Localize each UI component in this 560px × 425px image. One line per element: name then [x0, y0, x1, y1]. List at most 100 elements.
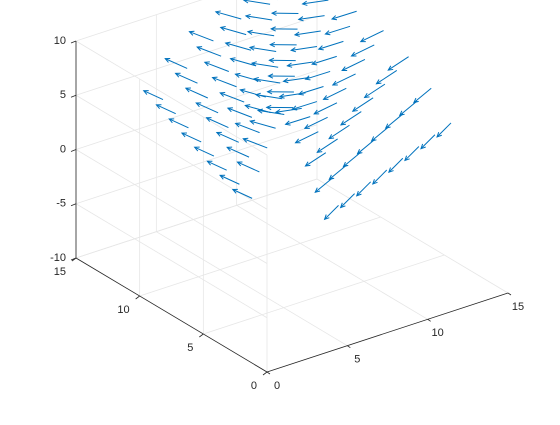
x-axis-line: [267, 293, 508, 372]
quiver-arrow-74: [376, 70, 396, 83]
x-tick-label-5: 5: [354, 354, 360, 366]
quiver-arrow-87: [361, 31, 384, 42]
quiver-arrow-42: [269, 58, 295, 62]
quiver-arrow-85: [414, 88, 431, 102]
y-tick-label-0: 0: [251, 380, 257, 392]
quiver-arrow-35: [207, 161, 226, 170]
quiver-arrow-24: [357, 182, 371, 196]
x-tick-15: [508, 293, 511, 295]
quiver-arrow-92: [216, 11, 241, 19]
quiver-arrow-43: [252, 62, 278, 68]
quiver-arrow-30: [268, 74, 294, 78]
quiver-arrow-8: [250, 120, 275, 128]
quiver-arrow-13: [329, 165, 346, 179]
quiver-arrow-63: [342, 59, 365, 70]
quiver-arrow-44: [235, 73, 260, 81]
floor-grid-x-15: [317, 179, 508, 293]
quiver-arrow-82: [176, 73, 198, 83]
backwall-grid-z--10: [76, 179, 317, 258]
x-tick-5: [347, 346, 350, 348]
quiver-arrow-80: [221, 27, 246, 35]
quiver-arrow-91: [244, 0, 270, 4]
quiver-arrow-51: [333, 74, 356, 85]
quiver-arrow-45: [220, 92, 244, 102]
quiver-arrow-83: [156, 105, 175, 114]
quiver-arrow-41: [287, 62, 313, 67]
quiver-arrow-0: [325, 205, 339, 219]
quiver-arrow-27: [314, 103, 337, 114]
quiver-arrow-25: [343, 152, 360, 166]
y-tick-label-5: 5: [187, 342, 193, 354]
quiver-arrow-38: [341, 112, 361, 125]
y-tick-label-15: 15: [54, 266, 66, 278]
quiver-arrow-70: [186, 88, 208, 98]
quiver-arrow-95: [144, 91, 163, 100]
quiver-arrow-89: [303, 0, 329, 5]
quiver-arrow-57: [213, 77, 237, 87]
quiver-arrow-15: [305, 117, 328, 128]
quiver-arrow-75: [351, 45, 374, 56]
quiver-arrow-88: [332, 11, 357, 19]
x-tick-label-10: 10: [432, 327, 444, 339]
quiver-arrow-73: [400, 101, 417, 115]
quiver-arrow-46: [207, 118, 229, 128]
quiver-arrow-72: [421, 135, 435, 149]
z-tick-label--5: -5: [56, 198, 66, 210]
quiver-arrow-54: [270, 42, 296, 46]
quiver-arrow-32: [240, 89, 265, 97]
quiver-arrow-3: [296, 132, 319, 143]
z-tick-0: [71, 150, 76, 152]
quiver-arrow-52: [312, 56, 337, 64]
quiver-arrow-66: [271, 27, 297, 31]
quiver-arrow-2: [305, 153, 325, 166]
quiver-arrow-59: [182, 133, 201, 142]
quiver-arrow-33: [228, 108, 252, 118]
backwall-grid-z-5: [76, 16, 317, 95]
z-tick-5: [71, 95, 76, 97]
z-tick-label-5: 5: [60, 89, 66, 101]
quiver-arrow-47: [195, 147, 214, 156]
quiver-arrow-84: [437, 123, 451, 137]
quiver-arrow-71: [169, 119, 188, 128]
quiver-arrow-50: [353, 98, 373, 111]
quiver-arrow-53: [291, 47, 317, 52]
quiver-arrow-4: [286, 117, 311, 125]
floor-grid-y-10: [140, 217, 381, 296]
quiver-arrow-34: [217, 132, 239, 142]
quiver-arrow-86: [388, 57, 408, 70]
y-tick-0: [263, 372, 267, 375]
quiver-arrow-37: [357, 139, 374, 153]
quiver-arrow-68: [226, 42, 251, 50]
y-axis-line: [76, 258, 267, 372]
quiver-arrow-39: [324, 88, 347, 99]
quiver-arrow-55: [250, 46, 276, 52]
quiver-arrow-21: [236, 123, 260, 133]
y-tick-5: [199, 334, 203, 337]
z-tick-label-10: 10: [54, 35, 66, 47]
quiver-arrow-93: [189, 31, 213, 41]
y-tick-label-10: 10: [117, 304, 129, 316]
x-tick-10: [428, 319, 431, 321]
quiver-arrow-69: [205, 62, 229, 72]
quiver-arrow-79: [246, 14, 272, 20]
x-tick-0: [267, 372, 270, 374]
quiver-arrow-10: [237, 162, 259, 172]
quiver-arrow-22: [227, 147, 249, 157]
x-tick-label-0: 0: [274, 380, 280, 392]
quiver-arrow-19: [256, 93, 282, 99]
y-tick-10: [136, 296, 140, 299]
quiver-arrow-64: [319, 41, 344, 49]
quiver-arrow-14: [317, 139, 337, 152]
quiver-arrow-78: [272, 11, 298, 15]
sidewall-grid-z-10: [76, 41, 267, 155]
x-tick-label-15: 15: [512, 301, 524, 313]
z-tick--5: [71, 204, 76, 206]
quiver-arrow-18: [268, 90, 294, 94]
backwall-grid-z--5: [76, 125, 317, 204]
grid-layer: [76, 0, 508, 372]
quiver-arrow-76: [325, 26, 350, 34]
quiver-arrow-60: [405, 146, 419, 160]
